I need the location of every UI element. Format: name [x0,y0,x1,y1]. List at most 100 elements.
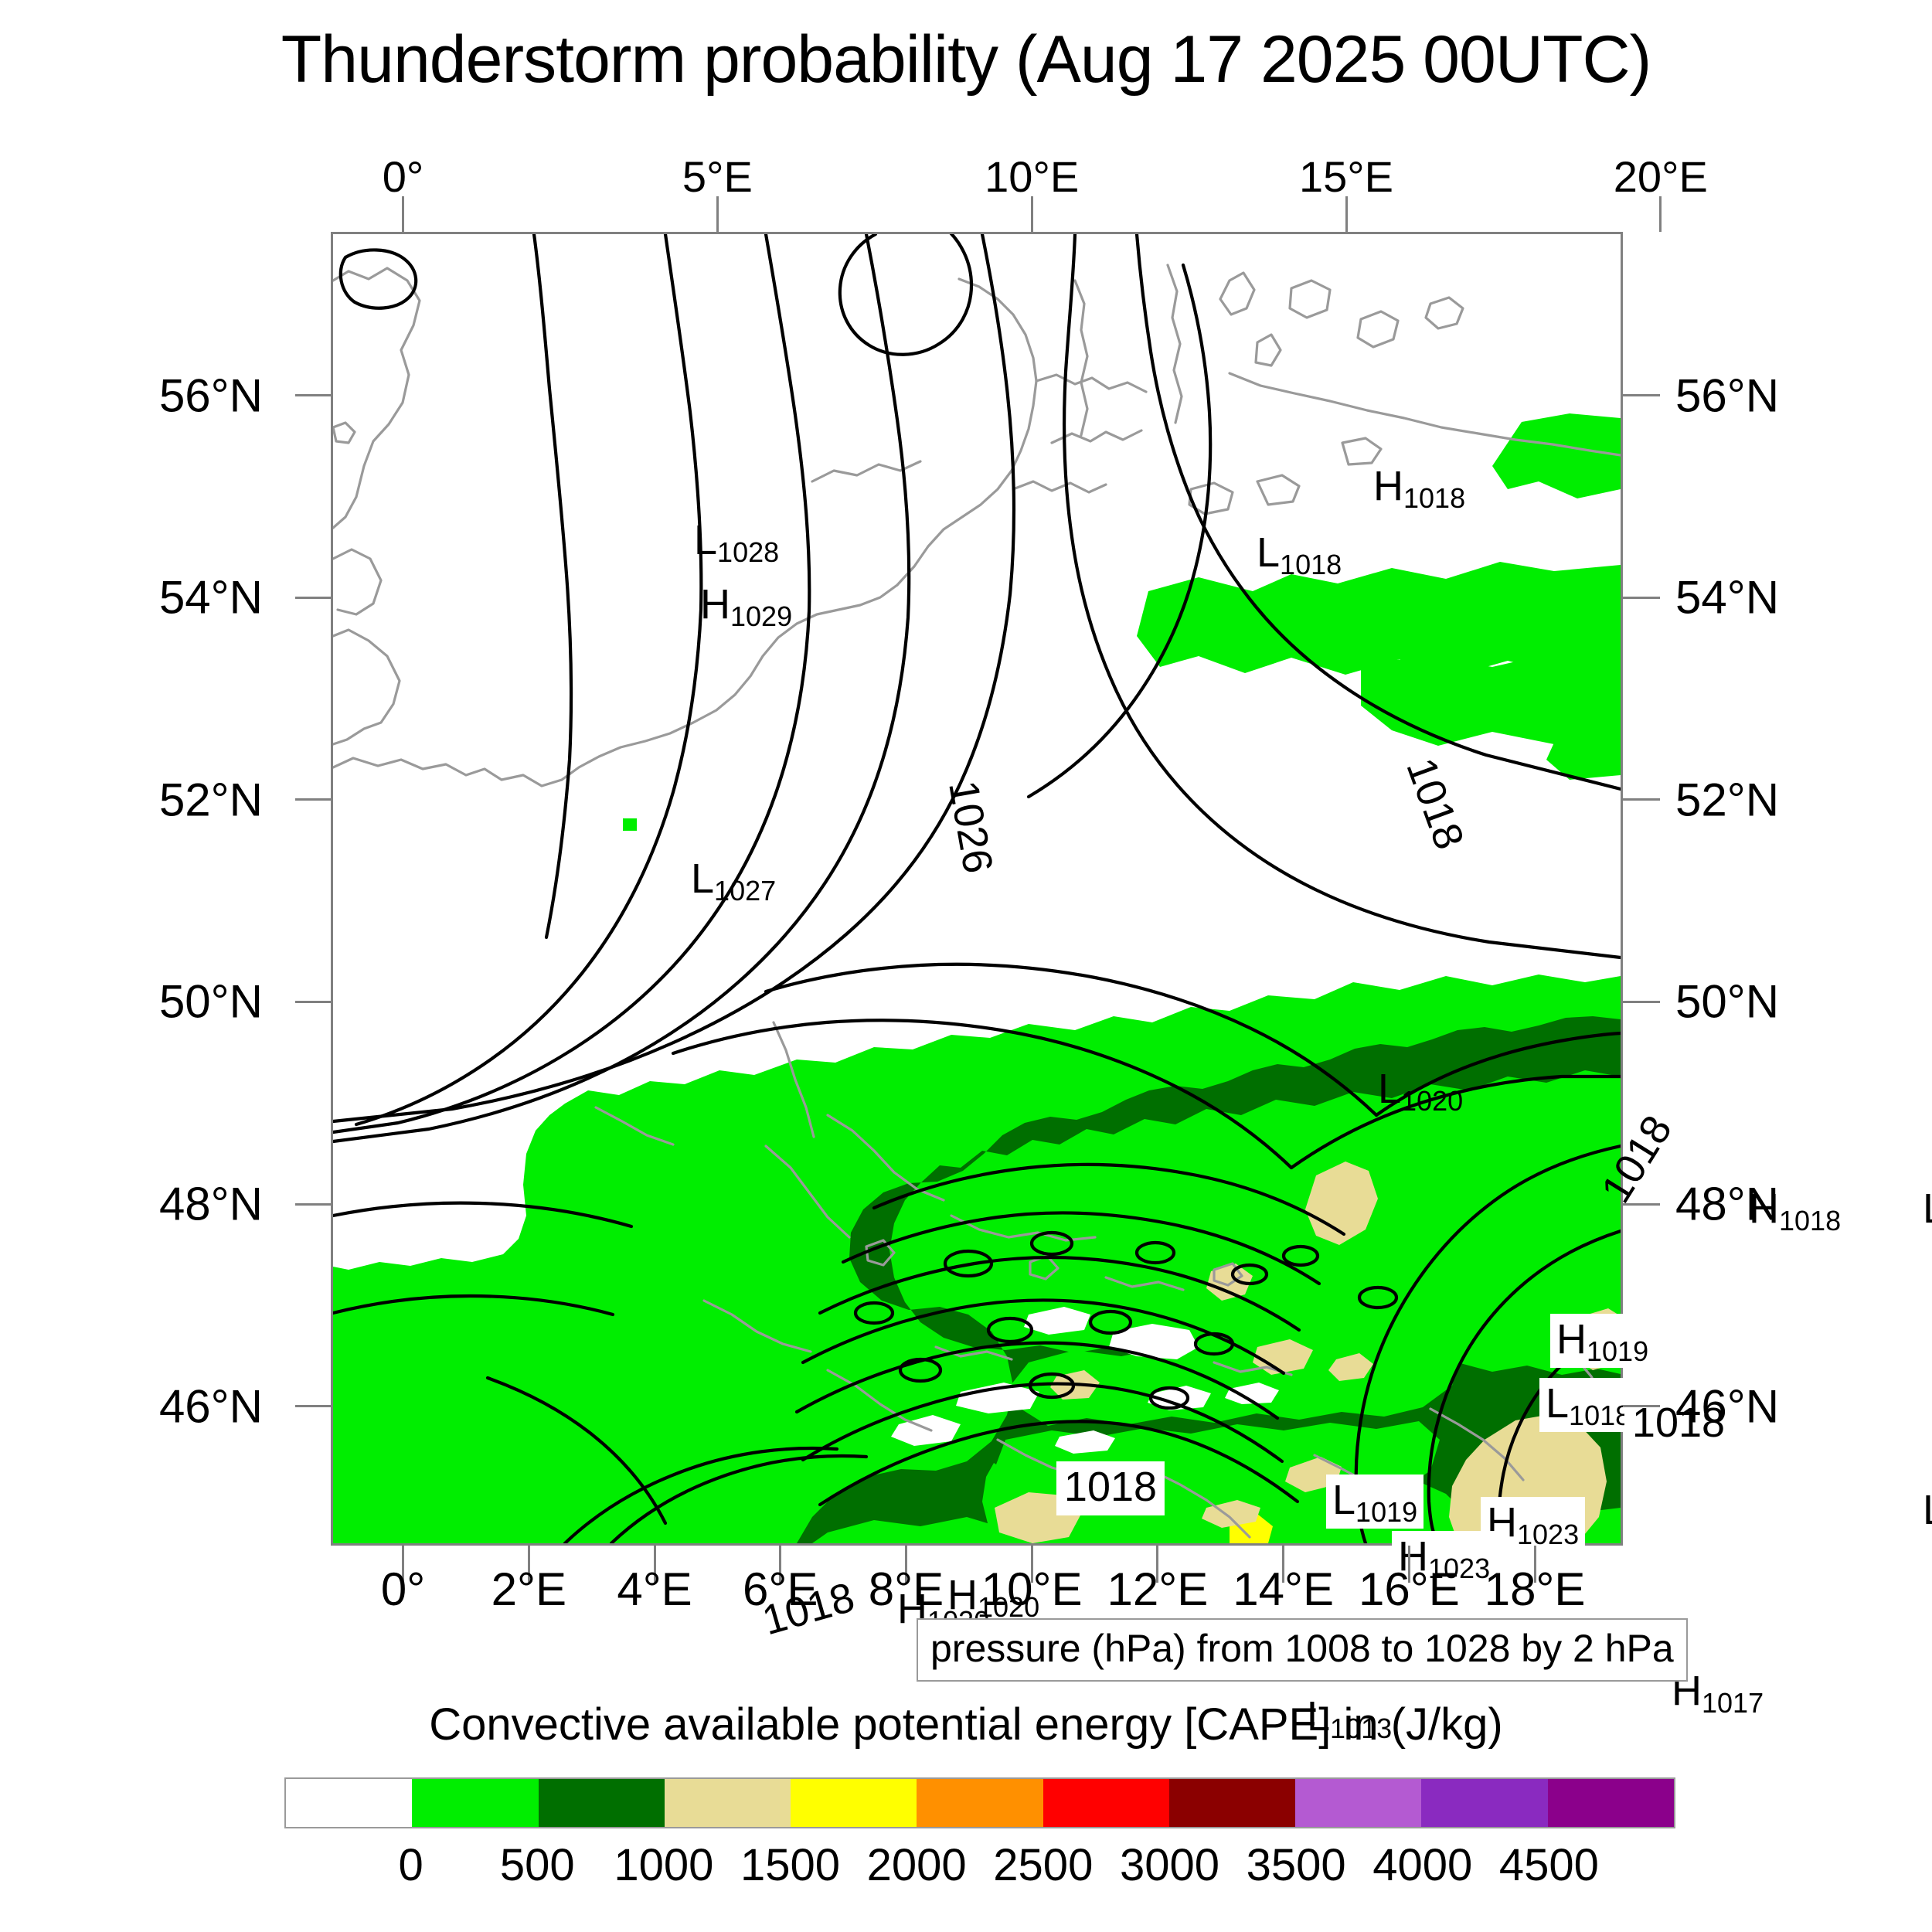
low-pressure-label-2: L1027 [691,858,776,905]
colorbar-tick-labels: 0 500 1000 1500 2000 2500 3000 3500 4000 4500 [284,1839,1675,1901]
cape-colorbar[interactable] [284,1777,1675,1828]
lon-bottom-label-0: 0° [380,1563,426,1615]
lon-bottom-tick-9 [1533,1546,1536,1583]
colorbar-tick-0: 0 [398,1840,423,1890]
colorbar-swatch-3[interactable] [664,1779,791,1827]
colorbar-swatch-4[interactable] [791,1779,917,1827]
pressure-marker-letter: L [1923,1487,1932,1533]
lat-left-label-0: 56°N [158,369,263,422]
pressure-marker-letter: H [1749,1185,1779,1232]
pressure-marker-letter: H [700,581,730,628]
pressure-marker-letter: H [947,1572,978,1618]
lon-bottom-label-3: 6°E [743,1563,818,1615]
high-pressure-label-14: H1020 [947,1572,1039,1621]
lat-right-tick-2 [1623,798,1660,801]
pressure-marker-value: 1023 [1428,1553,1491,1584]
lon-bottom-label-6: 12°E [1107,1563,1209,1615]
pressure-marker-value: 1013 [1330,1713,1393,1744]
pressure-marker-value: 1019 [1587,1335,1649,1367]
colorbar-tick-4: 2000 [866,1840,967,1890]
pressure-marker-letter: L [1332,1477,1356,1523]
colorbar-swatch-0[interactable] [286,1779,413,1827]
lon-top-label-4: 20°E [1613,152,1708,201]
lon-bottom-tick-6 [1156,1546,1159,1583]
low-pressure-label-17: L [1923,1188,1932,1230]
lat-right-tick-1 [1623,596,1660,599]
pressure-marker-letter: L [1378,1066,1402,1112]
colorbar-swatch-10[interactable] [1547,1779,1674,1827]
lon-top-label-1: 5°E [682,152,753,201]
lon-top-tick-1 [716,196,719,232]
lat-left-label-5: 46°N [158,1380,263,1433]
lon-bottom-tick-4 [904,1546,907,1583]
colorbar-tick-5: 2500 [993,1840,1094,1890]
lat-left-tick-0 [295,394,331,397]
high-pressure-label-10: H1023 [1481,1497,1586,1551]
lat-right-label-2: 52°N [1675,774,1780,826]
colorbar-swatch-6[interactable] [1043,1779,1169,1827]
low-pressure-label-8: L1018 [1539,1378,1638,1432]
pressure-marker-value: 1027 [714,875,777,906]
colorbar-swatch-9[interactable] [1421,1779,1548,1827]
lon-top-label-2: 10°E [985,152,1080,201]
lat-right-tick-5 [1623,1405,1660,1408]
lon-top-tick-3 [1345,196,1348,232]
lat-left-tick-1 [295,596,331,599]
colorbar-swatch-8[interactable] [1295,1779,1422,1827]
lon-bottom-tick-7 [1282,1546,1285,1583]
pressure-marker-value: 1029 [730,600,793,632]
lon-bottom-tick-8 [1407,1546,1410,1583]
lon-bottom-tick-2 [653,1546,656,1583]
pressure-marker-value: 1018 [1779,1205,1842,1236]
pressure-marker-letter: L [1923,1185,1932,1232]
lon-bottom-label-5: 10°E [981,1563,1083,1615]
cape-shading-layer [333,413,1621,1543]
lon-bottom-label-7: 14°E [1233,1563,1335,1615]
lon-top-label-0: 0° [382,152,424,201]
pressure-marker-letter: H [1373,463,1403,509]
lon-top-tick-4 [1659,196,1662,232]
isobar-value-label-3: 1018 [1056,1461,1165,1515]
pressure-marker-value: 1020 [978,1591,1040,1623]
colorbar-swatch-5[interactable] [917,1779,1043,1827]
pressure-marker-value: 1018 [1569,1400,1631,1431]
high-pressure-label-1: H1029 [700,581,792,631]
low-pressure-label-9: L1019 [1326,1475,1424,1529]
colorbar-title: Convective available potential energy [C… [429,1699,1503,1750]
map-plot-area [331,232,1623,1546]
colorbar-tick-1: 500 [499,1840,575,1890]
lat-left-tick-2 [295,798,331,801]
lat-left-tick-4 [295,1202,331,1206]
pressure-marker-letter: L [1546,1380,1570,1427]
low-pressure-label-15: L1013 [1301,1691,1399,1745]
pressure-marker-letter: L [1307,1693,1331,1740]
lat-left-label-1: 54°N [158,571,263,624]
lon-bottom-label-4: 8°E [868,1563,944,1615]
lon-bottom-label-9: 18°E [1484,1563,1586,1615]
lat-right-label-5: 46°N [1675,1380,1780,1433]
lon-top-tick-2 [1030,196,1033,232]
colorbar-tick-8: 4000 [1372,1840,1473,1890]
map-clip [333,234,1621,1543]
pressure-interval-note: pressure (hPa) from 1008 to 1028 by 2 hP… [917,1618,1688,1682]
lon-bottom-tick-0 [402,1546,405,1583]
lon-bottom-tick-1 [527,1546,530,1583]
pressure-marker-value: 1028 [717,536,780,568]
colorbar-swatch-1[interactable] [412,1779,539,1827]
lat-right-tick-3 [1623,1000,1660,1003]
high-pressure-label-3: H1018 [1373,463,1465,512]
lat-right-label-0: 56°N [1675,369,1780,422]
pressure-marker-value: 1023 [1517,1519,1580,1550]
colorbar-swatch-7[interactable] [1168,1779,1296,1827]
low-pressure-label-5: L1020 [1378,1066,1463,1115]
lat-right-tick-4 [1623,1202,1660,1206]
lat-right-label-4: 48°N [1675,1178,1780,1230]
lat-left-label-4: 48°N [158,1178,263,1230]
colorbar-swatch-2[interactable] [538,1779,665,1827]
pressure-marker-letter: H [1556,1316,1587,1362]
pressure-marker-letter: H [1398,1533,1428,1580]
lon-bottom-label-1: 2°E [491,1563,566,1615]
lat-right-label-1: 54°N [1675,571,1780,624]
colorbar-tick-2: 1000 [614,1840,714,1890]
